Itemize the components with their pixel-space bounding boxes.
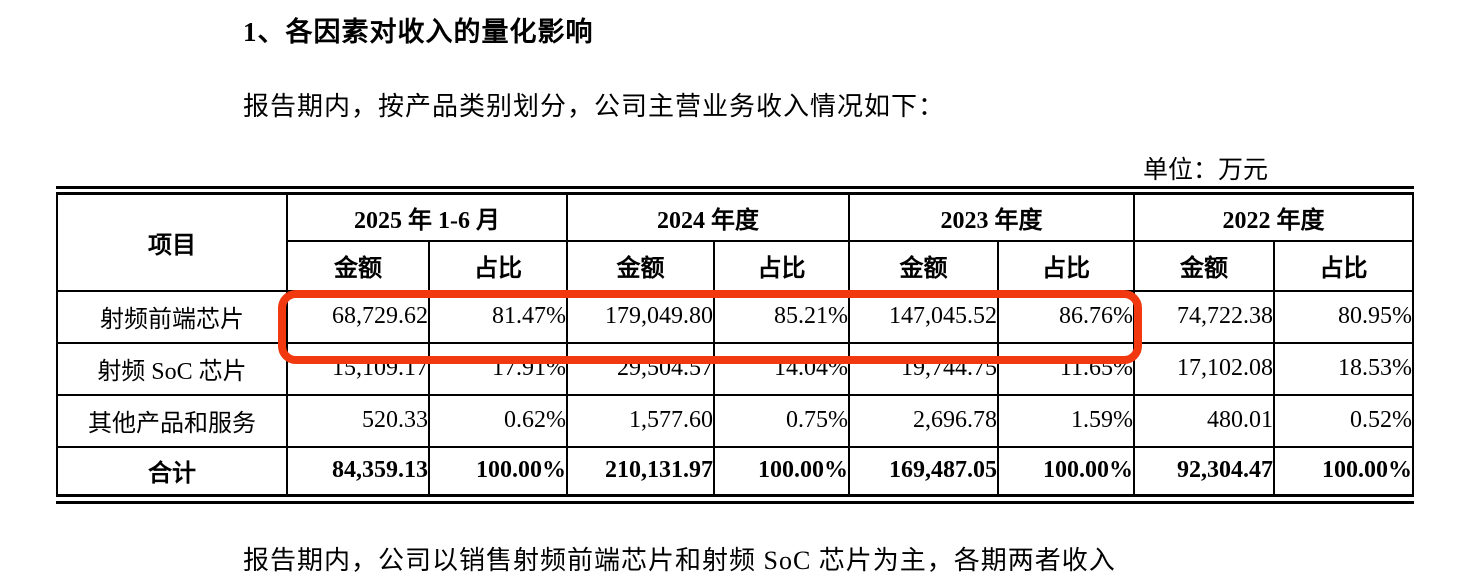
period-header-2025: 2025 年 1-6 月 — [286, 189, 568, 242]
amount-cell: 1,577.60 — [566, 393, 715, 448]
share-cell: 14.04% — [713, 341, 850, 396]
subheader-share: 占比 — [713, 239, 850, 292]
row-label: 合计 — [56, 445, 288, 500]
amount-cell: 179,049.80 — [566, 289, 715, 344]
table-row-rf-frontend: 射频前端芯片 68,729.62 81.47% 179,049.80 85.21… — [56, 289, 1414, 344]
row-label: 射频 SoC 芯片 — [56, 341, 288, 396]
amount-cell: 19,744.75 — [848, 341, 999, 396]
section-heading: 1、各因素对收入的量化影响 — [243, 17, 594, 47]
share-cell: 80.95% — [1273, 289, 1414, 344]
share-cell: 11.65% — [997, 341, 1135, 396]
share-cell: 18.53% — [1273, 341, 1414, 396]
subheader-amount: 金额 — [286, 239, 430, 292]
table-row-other-products: 其他产品和服务 520.33 0.62% 1,577.60 0.75% 2,69… — [56, 393, 1414, 448]
amount-cell: 68,729.62 — [286, 289, 430, 344]
footer-paragraph-clipped: 报告期内，公司以销售射频前端芯片和射频 SoC 芯片为主，各期两者收入 — [243, 546, 1116, 575]
share-cell: 0.62% — [428, 393, 568, 448]
share-cell: 100.00% — [1273, 445, 1414, 500]
table-row-total: 合计 84,359.13 100.00% 210,131.97 100.00% … — [56, 445, 1414, 500]
period-header-2022: 2022 年度 — [1133, 189, 1414, 242]
amount-cell: 2,696.78 — [848, 393, 999, 448]
share-cell: 86.76% — [997, 289, 1135, 344]
table-row-rf-soc: 射频 SoC 芯片 15,109.17 17.91% 29,504.57 14.… — [56, 341, 1414, 396]
document-page: { "page": { "heading": "1、各因素对收入的量化影响", … — [56, 17, 1414, 575]
row-label: 射频前端芯片 — [56, 289, 288, 344]
subheader-share: 占比 — [1273, 239, 1414, 292]
subheader-share: 占比 — [428, 239, 568, 292]
amount-cell: 169,487.05 — [848, 445, 999, 500]
amount-cell: 29,504.57 — [566, 341, 715, 396]
share-cell: 85.21% — [713, 289, 850, 344]
share-cell: 100.00% — [997, 445, 1135, 500]
share-cell: 0.52% — [1273, 393, 1414, 448]
share-cell: 1.59% — [997, 393, 1135, 448]
amount-cell: 84,359.13 — [286, 445, 430, 500]
amount-cell: 17,102.08 — [1133, 341, 1275, 396]
subheader-amount: 金额 — [848, 239, 999, 292]
share-cell: 81.47% — [428, 289, 568, 344]
amount-cell: 74,722.38 — [1133, 289, 1275, 344]
col-header-item: 项目 — [56, 189, 288, 292]
period-header-2023: 2023 年度 — [848, 189, 1135, 242]
share-cell: 17.91% — [428, 341, 568, 396]
subheader-amount: 金额 — [1133, 239, 1275, 292]
share-cell: 100.00% — [713, 445, 850, 500]
share-cell: 100.00% — [428, 445, 568, 500]
amount-cell: 480.01 — [1133, 393, 1275, 448]
amount-cell: 520.33 — [286, 393, 430, 448]
amount-cell: 15,109.17 — [286, 341, 430, 396]
subheader-share: 占比 — [997, 239, 1135, 292]
intro-paragraph: 报告期内，按产品类别划分，公司主营业务收入情况如下： — [243, 92, 946, 121]
share-cell: 0.75% — [713, 393, 850, 448]
amount-cell: 210,131.97 — [566, 445, 715, 500]
unit-label: 单位：万元 — [1143, 157, 1269, 184]
revenue-by-product-table: 项目 2025 年 1-6 月 2024 年度 2023 年度 2022 年度 … — [56, 186, 1414, 504]
subheader-amount: 金额 — [566, 239, 715, 292]
row-label: 其他产品和服务 — [56, 393, 288, 448]
amount-cell: 147,045.52 — [848, 289, 999, 344]
period-header-2024: 2024 年度 — [566, 189, 850, 242]
amount-cell: 92,304.47 — [1133, 445, 1275, 500]
